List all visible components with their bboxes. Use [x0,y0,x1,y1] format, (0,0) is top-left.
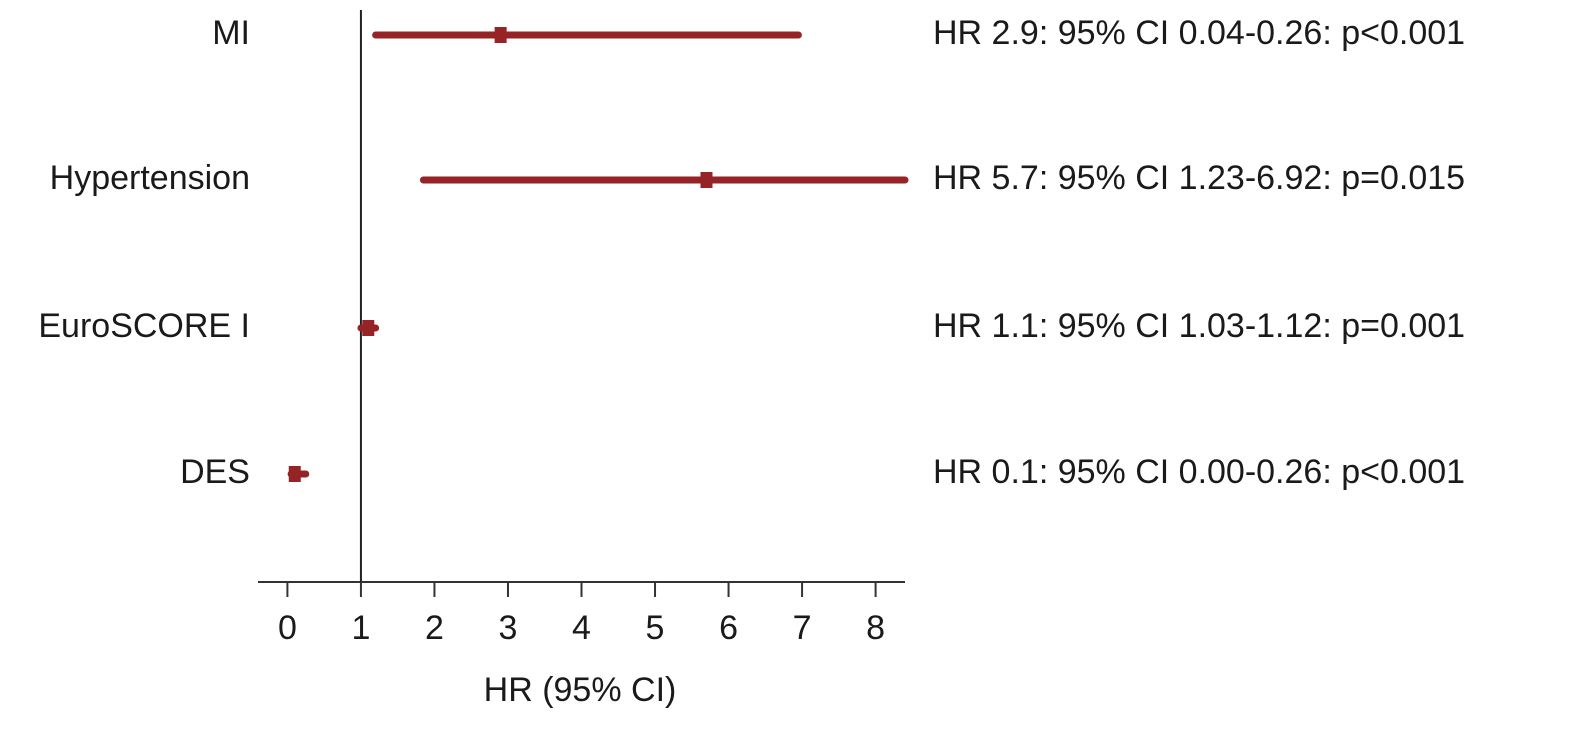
annotation: HR 2.9: 95% CI 0.04-0.26: p<0.001 [933,14,1465,52]
category-label: MI [212,14,250,52]
x-tick-label: 1 [351,609,370,647]
x-tick-label: 3 [499,609,518,647]
category-label: EuroSCORE I [38,307,250,345]
annotation: HR 5.7: 95% CI 1.23-6.92: p=0.015 [933,159,1465,197]
point-estimate [700,172,713,188]
point-estimate [362,320,375,336]
x-tick-label: 0 [278,609,297,647]
annotation: HR 0.1: 95% CI 0.00-0.26: p<0.001 [933,453,1465,491]
point-estimate [288,466,301,482]
x-tick-label: 4 [572,609,591,647]
x-tick-label: 8 [866,609,885,647]
point-estimate [494,27,507,43]
x-tick-label: 5 [646,609,665,647]
x-tick-label: 7 [793,609,812,647]
x-axis-label: HR (95% CI) [484,671,677,709]
category-label: Hypertension [50,159,250,197]
annotation: HR 1.1: 95% CI 1.03-1.12: p=0.001 [933,307,1465,345]
x-tick-label: 6 [719,609,738,647]
x-tick-label: 2 [425,609,444,647]
category-label: DES [180,453,250,491]
